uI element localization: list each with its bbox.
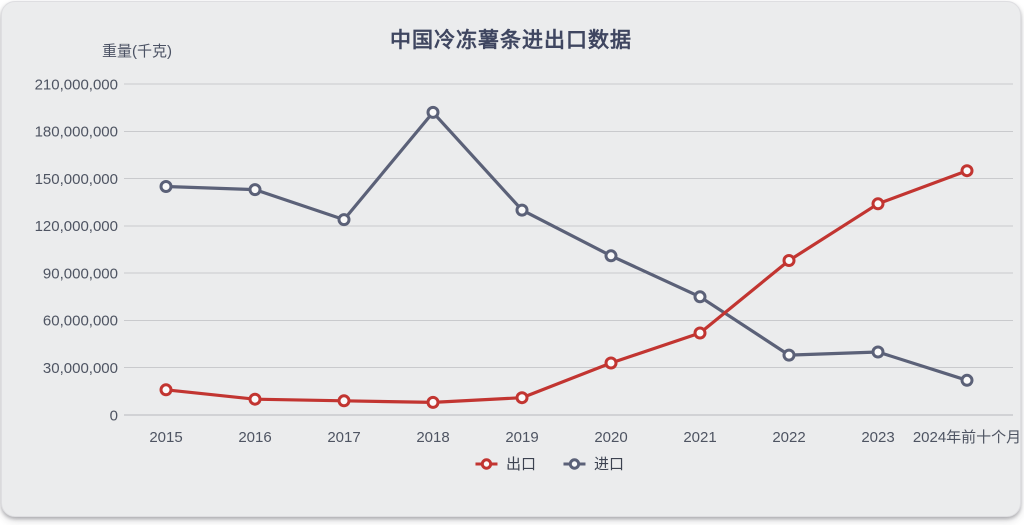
chart-card: 中国冷冻薯条进出口数据 重量(千克) 0 30,000,000 60,000,000…: [1, 1, 1021, 517]
y-axis-unit-label: 重量(千克): [102, 43, 172, 60]
import-marker-2017[interactable]: [337, 213, 351, 227]
export-marker-2015[interactable]: [159, 383, 173, 397]
chart-title: 中国冷冻薯条进出口数据: [390, 29, 632, 52]
legend-item-export[interactable]: 出口: [474, 453, 536, 474]
export-legend-marker-icon: [475, 457, 498, 470]
legend-label-import: 进口: [594, 456, 625, 473]
x-axis-tick-label: 2019: [505, 429, 538, 446]
import-marker-2015[interactable]: [159, 180, 173, 193]
y-axis-tick-label: 30,000,000: [43, 360, 118, 377]
import-marker-2022[interactable]: [782, 348, 796, 362]
y-axis-tick-label: 90,000,000: [43, 265, 118, 282]
x-axis-tick-label: 2017: [327, 429, 360, 446]
export-marker-2021[interactable]: [693, 326, 707, 340]
import-line: [164, 110, 969, 382]
x-axis-tick-label: 2018: [416, 429, 449, 446]
export-marker-2019[interactable]: [515, 391, 529, 405]
x-axis-tick-label: 2024年前十个月: [913, 429, 1021, 446]
import-marker-2021[interactable]: [693, 290, 707, 304]
x-axis-tick-label: 2021: [683, 429, 716, 446]
x-axis-tick-label: 2015: [149, 429, 182, 446]
import-marker-2019[interactable]: [515, 203, 529, 217]
import-marker-2024年前十个月[interactable]: [960, 373, 974, 387]
export-marker-2022[interactable]: [782, 254, 796, 267]
export-marker-2020[interactable]: [604, 356, 618, 370]
import-marker-2023[interactable]: [871, 345, 885, 359]
y-axis-tick-label: 60,000,000: [43, 313, 118, 330]
x-axis-tick-label: 2020: [594, 429, 627, 446]
y-axis-tick-label: 180,000,000: [35, 124, 118, 141]
export-marker-2023[interactable]: [871, 197, 885, 211]
import-marker-2018[interactable]: [426, 105, 440, 119]
export-marker-2016[interactable]: [248, 392, 262, 406]
x-axis-tick-label: 2022: [772, 429, 805, 446]
y-axis-tick-label: 150,000,000: [35, 171, 118, 188]
import-marker-2016[interactable]: [248, 183, 262, 197]
legend-item-import[interactable]: 进口: [562, 453, 624, 474]
x-axis-tick-label: 2016: [238, 429, 271, 446]
y-axis-tick-label: 0: [110, 407, 118, 424]
import-marker-2020[interactable]: [604, 249, 618, 263]
y-axis-tick-label: 120,000,000: [35, 218, 118, 235]
export-line: [164, 169, 969, 404]
export-marker-2018[interactable]: [426, 395, 440, 409]
y-axis-tick-label: 210,000,000: [35, 76, 118, 93]
export-marker-2024年前十个月[interactable]: [960, 164, 974, 178]
import-legend-marker-icon: [563, 457, 586, 470]
x-axis-tick-label: 2023: [861, 429, 894, 446]
export-marker-2017[interactable]: [337, 394, 351, 408]
legend-label-export: 出口: [505, 456, 536, 473]
legend: 出口 进口: [474, 453, 624, 474]
